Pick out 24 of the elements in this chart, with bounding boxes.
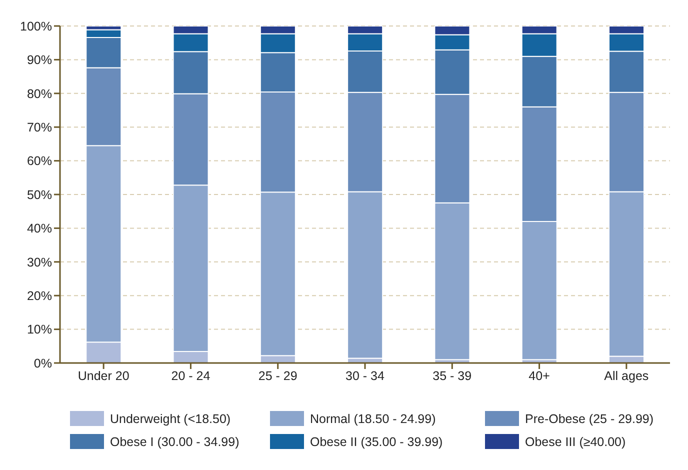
x-tick-label: All ages <box>604 368 649 383</box>
y-tick-label: 80% <box>26 86 52 101</box>
y-tick-label: 30% <box>26 255 52 270</box>
y-tick-label: 100% <box>20 19 52 34</box>
legend-label: Underweight (<18.50) <box>110 412 231 426</box>
x-tick-label: Under 20 <box>78 368 130 383</box>
x-tick-label: 25 - 29 <box>258 368 298 383</box>
legend-label: Normal (18.50 - 24.99) <box>310 412 436 426</box>
y-tick-label: 50% <box>26 188 52 202</box>
y-tick-label: 70% <box>26 120 52 135</box>
y-tick-label: 0% <box>34 356 52 370</box>
x-tick-label: 20 - 24 <box>171 368 210 383</box>
y-tick-label: 20% <box>26 289 52 304</box>
legend-label: Obese I (30.00 - 34.99) <box>110 434 240 448</box>
y-tick-label: 60% <box>26 154 52 168</box>
y-tick-label: 10% <box>26 322 52 337</box>
legend-label: Obese III (≥40.00) <box>525 434 626 448</box>
y-tick-label: 40% <box>26 222 52 236</box>
legend-label: Obese II (35.00 - 39.99) <box>310 434 443 448</box>
x-tick-label: 40+ <box>528 368 550 383</box>
y-tick-label: 90% <box>26 53 52 68</box>
x-tick-label: 30 - 34 <box>346 368 385 383</box>
legend-label: Pre-Obese (25 - 29.99) <box>525 412 654 426</box>
x-tick-label: 35 - 39 <box>432 368 472 383</box>
